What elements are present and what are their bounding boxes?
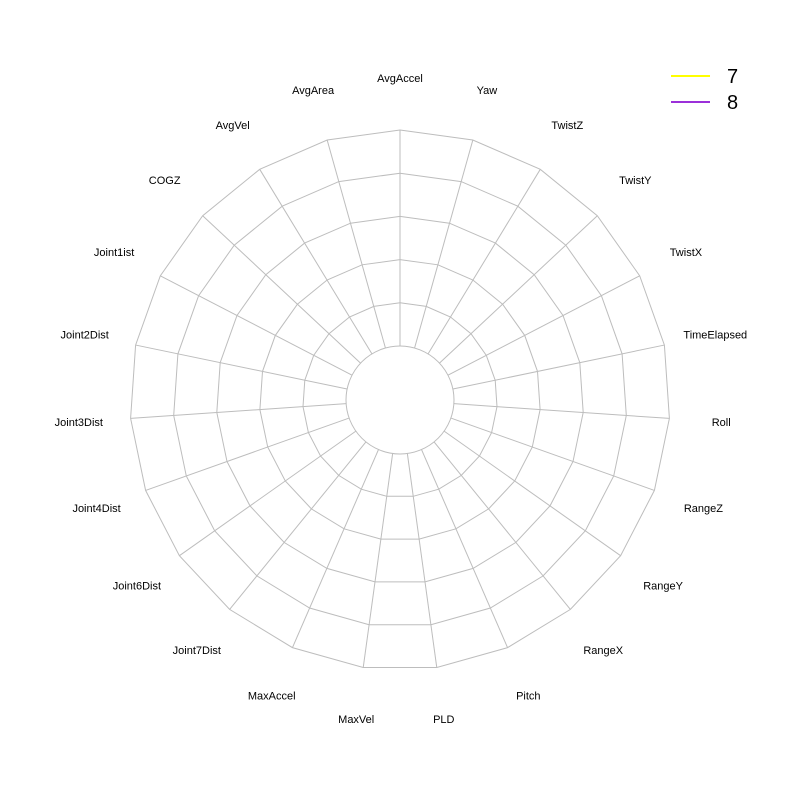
- axis-label-joint2dist: Joint2Dist: [61, 330, 109, 342]
- axis-label-pitch: Pitch: [516, 690, 540, 702]
- spoke-twistx: [447, 275, 640, 376]
- legend: 78: [671, 66, 738, 114]
- axis-label-avgaccel: AvgAccel: [377, 73, 423, 85]
- axis-label-twisty: TwistY: [619, 175, 652, 187]
- spoke-pld: [406, 453, 438, 668]
- spoke-cogz: [202, 215, 361, 364]
- spoke-joint4dist: [145, 417, 350, 491]
- axis-label-yaw: Yaw: [477, 85, 498, 97]
- spoke-joint6dist: [179, 430, 357, 557]
- grid-ring-4: [173, 172, 627, 626]
- grid-ring-2: [259, 259, 541, 540]
- radar-spokes: [130, 130, 670, 668]
- axis-labels: AvgAccel Yaw TwistZ TwistY TwistX TimeElapsed…: [55, 73, 748, 726]
- axis-label-joint6dist: Joint6Dist: [113, 581, 161, 593]
- spoke-maxvel: [362, 453, 394, 668]
- spoke-rangez: [450, 417, 655, 491]
- spoke-roll: [453, 403, 670, 419]
- spoke-timeelapsed: [452, 344, 665, 390]
- axis-label-maxvel: MaxVel: [338, 714, 374, 726]
- axis-label-avgarea: AvgArea: [292, 85, 335, 97]
- inner-circle: [345, 345, 455, 455]
- spoke-pitch: [421, 449, 509, 648]
- legend-label-8: 8: [727, 92, 738, 114]
- spoke-joint2dist: [135, 344, 348, 390]
- grid-ring-3: [216, 215, 584, 583]
- spoke-twisty: [439, 215, 598, 364]
- spoke-joint3dist: [130, 403, 347, 419]
- axis-label-cogz: COGZ: [149, 175, 181, 187]
- axis-label-avgvel: AvgVel: [216, 120, 250, 132]
- spoke-rangey: [443, 430, 621, 557]
- axis-label-rangey: RangeY: [643, 581, 683, 593]
- spoke-avgarea: [326, 139, 386, 349]
- spoke-maxaccel: [291, 449, 379, 648]
- spoke-rangex: [433, 441, 571, 610]
- axis-label-joint4dist: Joint4Dist: [72, 503, 120, 515]
- axis-label-maxaccel: MaxAccel: [248, 690, 296, 702]
- axis-label-timeelapsed: TimeElapsed: [683, 330, 747, 342]
- spoke-joint1ist: [160, 275, 353, 376]
- axis-label-twistz: TwistZ: [551, 120, 583, 132]
- spoke-joint7dist: [229, 441, 367, 610]
- radar-grid: [130, 129, 670, 668]
- grid-ring-5: [130, 129, 670, 668]
- spoke-twistz: [427, 169, 541, 355]
- spoke-yaw: [414, 139, 474, 349]
- axis-label-joint7dist: Joint7Dist: [173, 645, 221, 657]
- axis-label-twistx: TwistX: [670, 247, 703, 259]
- axis-label-roll: Roll: [712, 417, 731, 429]
- axis-label-rangex: RangeX: [583, 645, 623, 657]
- axis-label-rangez: RangeZ: [684, 503, 723, 515]
- axis-label-pld: PLD: [433, 714, 454, 726]
- legend-label-7: 7: [727, 66, 738, 88]
- axis-label-joint3dist: Joint3Dist: [55, 417, 103, 429]
- grid-ring-1: [302, 302, 498, 497]
- axis-label-joint1ist: Joint1ist: [94, 247, 134, 259]
- spoke-avgvel: [259, 169, 373, 355]
